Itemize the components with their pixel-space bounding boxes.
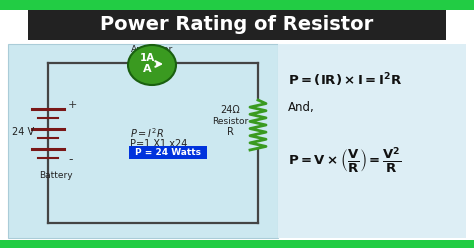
Text: 24 V: 24 V — [12, 127, 34, 137]
Text: $\mathbf{P = V \times \left(\dfrac{V}{R}\right) = \dfrac{V^2}{R}}$: $\mathbf{P = V \times \left(\dfrac{V}{R}… — [288, 145, 402, 175]
Text: +: + — [68, 100, 77, 110]
Text: And,: And, — [288, 101, 315, 115]
Text: P = 24 Watts: P = 24 Watts — [135, 148, 201, 157]
Ellipse shape — [128, 45, 176, 85]
Text: A: A — [143, 64, 151, 74]
Text: $P=I^2R$: $P=I^2R$ — [130, 126, 164, 140]
Text: Ammeter: Ammeter — [131, 45, 173, 55]
Text: -: - — [68, 154, 73, 166]
Text: P=1 X1 x24: P=1 X1 x24 — [130, 139, 187, 149]
Text: 1A: 1A — [139, 53, 155, 63]
FancyBboxPatch shape — [0, 240, 474, 248]
Text: Resistor: Resistor — [212, 118, 248, 126]
FancyBboxPatch shape — [129, 146, 207, 159]
Text: Battery: Battery — [39, 171, 73, 180]
FancyBboxPatch shape — [0, 0, 474, 10]
FancyBboxPatch shape — [28, 10, 446, 40]
Text: Power Rating of Resistor: Power Rating of Resistor — [100, 15, 374, 34]
Text: 24Ω: 24Ω — [220, 105, 240, 115]
Text: R: R — [227, 127, 233, 137]
FancyBboxPatch shape — [278, 44, 466, 238]
Text: $\mathbf{P = (IR) \times I = I^2R}$: $\mathbf{P = (IR) \times I = I^2R}$ — [288, 71, 402, 89]
FancyBboxPatch shape — [8, 44, 278, 238]
